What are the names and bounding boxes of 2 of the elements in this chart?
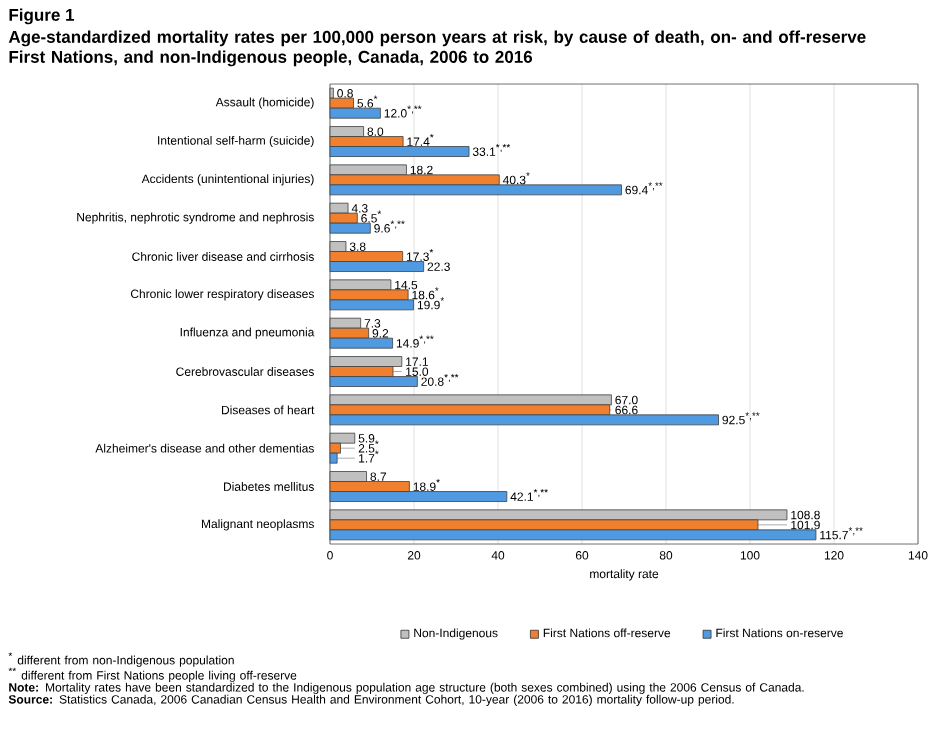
chart-subtitle: Age-standardized mortality rates per 100,000 person years at risk, by cause of death, on- and off-reserve First Nations, and non-Indigenous people, Canada, 2006 to 2016 [8,30,866,67]
text: Figure 1 [9,8,75,25]
